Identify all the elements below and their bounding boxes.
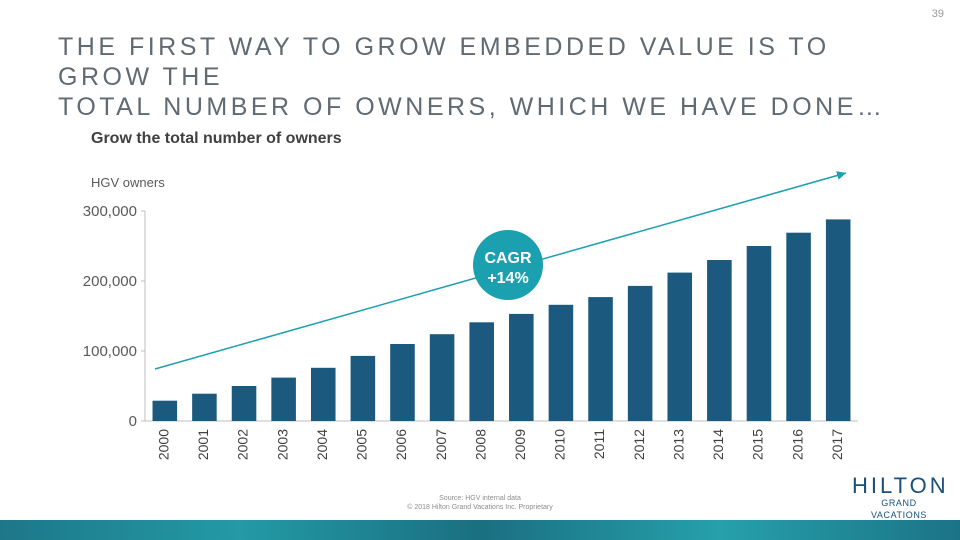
bar-2012 <box>627 285 653 421</box>
cagr-label: CAGR <box>484 250 532 267</box>
bar-2014 <box>707 260 732 421</box>
y-tick-label: 100,000 <box>83 343 137 360</box>
bar-2006 <box>390 344 415 421</box>
x-tick-label: 2014 <box>710 429 726 460</box>
bar-2008 <box>469 322 494 421</box>
x-tick-label: 2015 <box>750 429 766 460</box>
bar-2000 <box>152 400 178 421</box>
x-tick-label: 2017 <box>829 429 845 460</box>
cagr-badge <box>473 230 543 300</box>
y-tick-label: 300,000 <box>83 203 137 220</box>
bar-2011 <box>588 297 613 421</box>
x-tick-label: 2009 <box>512 429 528 460</box>
x-tick-label: 2013 <box>670 429 686 460</box>
headline-line-1: THE FIRST WAY TO GROW EMBEDDED VALUE IS … <box>58 33 830 91</box>
page-number: 39 <box>931 8 944 20</box>
bar-2013 <box>667 272 693 421</box>
x-tick-label: 2000 <box>156 429 172 460</box>
x-tick-label: 2004 <box>314 429 330 460</box>
logo-sub-text: GRAND VACATIONS <box>870 498 928 520</box>
logo-main-text: HILTON <box>852 473 949 498</box>
bar-2002 <box>231 386 257 421</box>
bar-2004 <box>310 367 336 421</box>
chart-title: Grow the total number of owners <box>91 130 342 147</box>
hilton-grand-vacations-logo: HILTON GRAND VACATIONS <box>852 475 946 521</box>
copyright-note: © 2018 Hilton Grand Vacations Inc. Propr… <box>407 504 553 511</box>
source-note: Source: HGV internal data <box>439 495 521 502</box>
bar-2010 <box>548 304 574 421</box>
x-tick-label: 2005 <box>354 429 370 460</box>
x-tick-label: 2007 <box>433 429 449 460</box>
y-tick-label: 200,000 <box>83 273 137 290</box>
bar-2003 <box>271 377 296 421</box>
x-tick-label: 2016 <box>789 429 805 460</box>
x-tick-label: 2001 <box>195 429 211 460</box>
slide-headline: THE FIRST WAY TO GROW EMBEDDED VALUE IS … <box>58 32 918 122</box>
decorative-footer-band <box>0 520 960 540</box>
footer-note: Source: HGV internal data © 2018 Hilton … <box>0 494 960 512</box>
bar-2017 <box>825 219 851 421</box>
x-tick-label: 2006 <box>393 429 409 460</box>
x-tick-label: 2008 <box>472 429 488 460</box>
x-tick-label: 2003 <box>274 429 290 460</box>
bar-2016 <box>786 232 811 421</box>
x-tick-label: 2010 <box>552 429 568 460</box>
y-axis-label: HGV owners <box>91 175 165 190</box>
cagr-value: +14% <box>487 270 528 287</box>
bar-2001 <box>192 393 217 421</box>
headline-line-2: TOTAL NUMBER OF OWNERS, WHICH WE HAVE DO… <box>58 93 886 121</box>
x-tick-label: 2011 <box>591 429 607 459</box>
y-tick-label: 0 <box>129 413 137 430</box>
bar-2005 <box>350 355 376 421</box>
bar-2015 <box>746 246 772 421</box>
x-tick-label: 2012 <box>631 429 647 460</box>
x-tick-label: 2002 <box>235 429 251 460</box>
bar-2007 <box>429 334 455 421</box>
bar-2009 <box>509 313 534 421</box>
